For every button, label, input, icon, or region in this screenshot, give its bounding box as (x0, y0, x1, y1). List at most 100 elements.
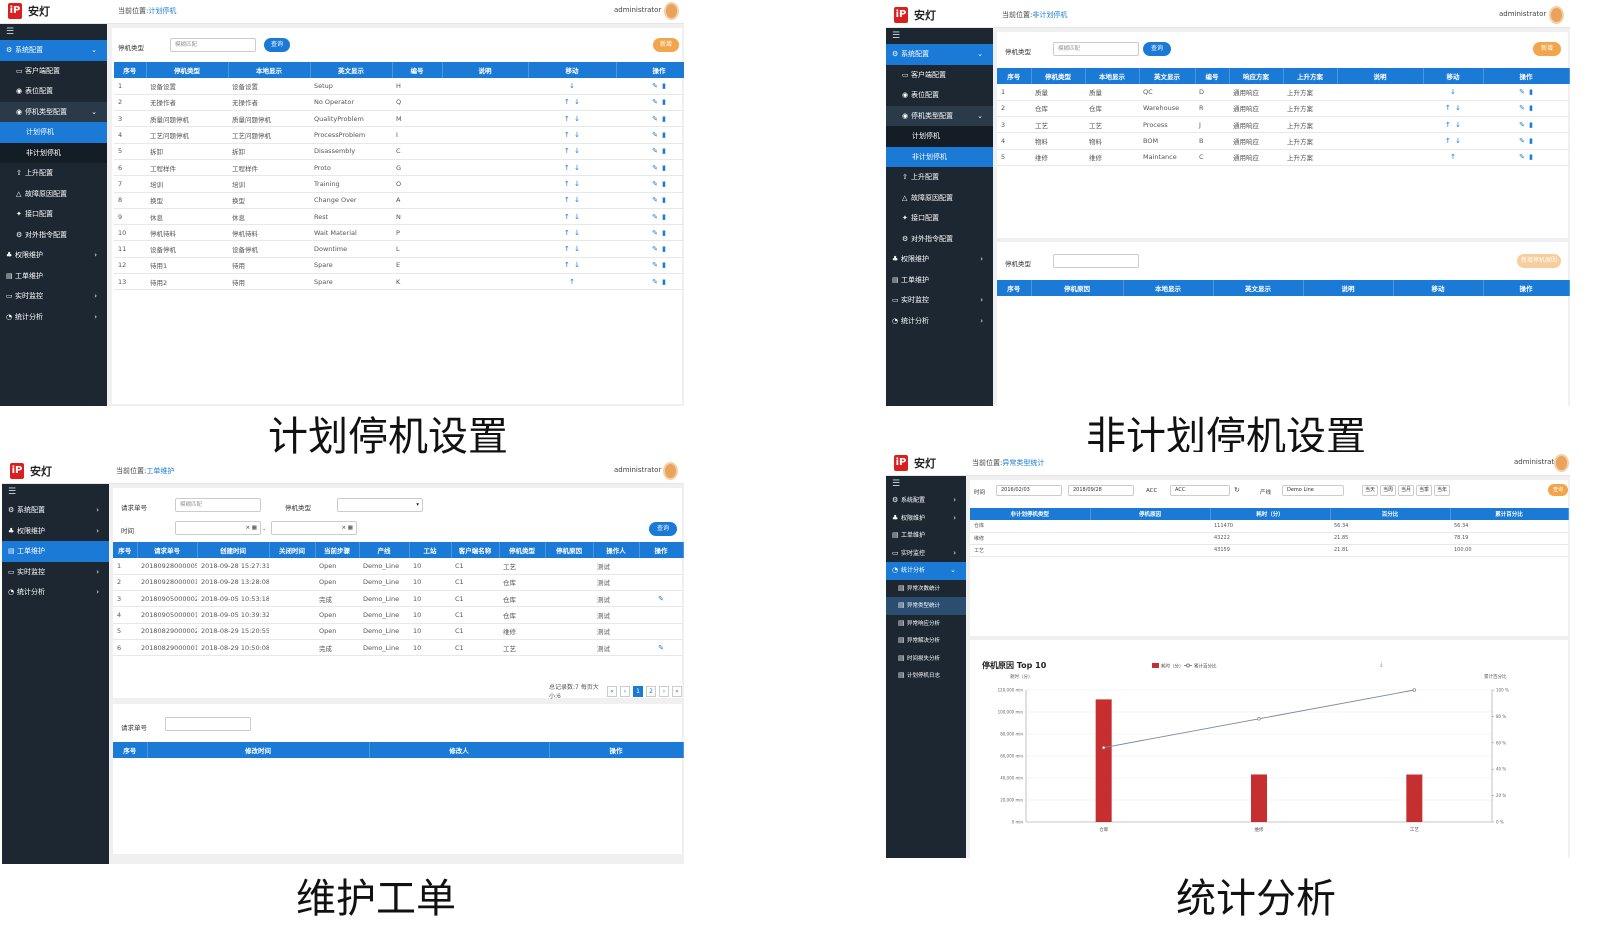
col-header[interactable]: 产线 (359, 542, 410, 558)
sidebar-item-resolve[interactable]: ▤ 异常解决分析 (886, 632, 966, 650)
arrow-up-icon[interactable]: ↑ (564, 98, 570, 107)
arrow-down-icon[interactable]: ↓ (1455, 120, 1461, 129)
date-from-input[interactable]: 2016/02/03 (996, 485, 1062, 496)
col-header[interactable]: 客户端名称 (451, 542, 500, 558)
col-header[interactable]: 编号 (1195, 68, 1230, 84)
sidebar-item-permission[interactable]: ♣ 权限维护 › (2, 521, 109, 542)
sidebar-item-command[interactable]: ⚙ 对外指令配置 (0, 224, 107, 245)
table-row[interactable]: 6 20180829000001 2018-08-29 10:50:08 完成 Demo… (113, 639, 683, 657)
col-header[interactable]: 序号 (114, 62, 147, 78)
table-row[interactable]: 3 质量问题停机 质量问题停机 QualityProblem M ↑ ↓ ✎ ▮ (114, 110, 684, 128)
edit-icon[interactable]: ✎ (1519, 104, 1525, 113)
sidebar-item-station[interactable]: ◉ 表位配置 (886, 85, 993, 106)
delete-icon[interactable]: ▮ (662, 261, 666, 270)
col-header[interactable]: 序号 (113, 742, 148, 758)
edit-icon[interactable]: ✎ (652, 245, 658, 254)
arrow-down-icon[interactable]: ↓ (574, 179, 580, 188)
table-row[interactable]: 5 维修 维修 Maintance C 通用响应 上升方案 ↑ ✎ ▮ (997, 149, 1569, 166)
request-input[interactable]: 模糊匹配 (175, 498, 261, 512)
col-header[interactable]: 停机原因 (545, 542, 594, 558)
edit-icon[interactable]: ✎ (658, 594, 664, 603)
col-header[interactable]: 非计划停机类型 (970, 508, 1091, 520)
edit-icon[interactable]: ✎ (652, 261, 658, 270)
sidebar-item-interface[interactable]: ✦ 接口配置 (0, 204, 107, 225)
arrow-up-icon[interactable]: ↑ (1445, 120, 1451, 129)
sidebar-item-stats[interactable]: ◔ 统计分析 › (2, 582, 109, 603)
download-icon[interactable]: ⤓ (1380, 661, 1383, 668)
delete-icon[interactable]: ▮ (662, 81, 666, 90)
col-header[interactable]: 本地显示 (228, 62, 311, 78)
sidebar-item-system[interactable]: ⚙ 系统配置 › (2, 500, 109, 521)
arrow-down-icon[interactable]: ↓ (574, 228, 580, 237)
arrow-up-icon[interactable]: ↑ (564, 261, 570, 270)
bar-维修[interactable] (1251, 774, 1267, 822)
col-header[interactable]: 序号 (997, 280, 1032, 296)
arrow-up-icon[interactable]: ↑ (564, 163, 570, 172)
edit-icon[interactable]: ✎ (652, 81, 658, 90)
bar-仓库[interactable] (1095, 699, 1112, 822)
col-header[interactable]: 英文显示 (310, 62, 393, 78)
arrow-down-icon[interactable]: ↓ (574, 245, 580, 254)
col-header[interactable]: 创建时间 (197, 542, 270, 558)
acc-select[interactable]: ACC (1170, 485, 1230, 496)
col-header[interactable]: 英文显示 (1139, 68, 1196, 84)
arrow-down-icon[interactable]: ↓ (1450, 87, 1456, 96)
quick-week[interactable]: 当周 (1380, 485, 1396, 496)
arrow-down-icon[interactable]: ↓ (569, 81, 575, 90)
date-to-input[interactable]: × ▦ (271, 521, 357, 535)
legend-line-label[interactable]: 累计百分比 (1194, 663, 1217, 670)
sidebar-item-permission[interactable]: ♣ 权限维护 › (886, 249, 993, 270)
delete-icon[interactable]: ▮ (662, 277, 666, 286)
col-header[interactable]: 停机原因 (1031, 280, 1124, 296)
filter2-input[interactable] (1053, 254, 1139, 268)
sidebar-item-escalation[interactable]: ⇧ 上升配置 (886, 167, 993, 188)
user-name[interactable]: administrator (1514, 458, 1562, 466)
col-header[interactable]: 关闭时间 (269, 542, 316, 558)
table-row[interactable]: 1 质量 质量 QC D 通用响应 上升方案 ↓ ✎ ▮ (997, 84, 1569, 101)
table-row[interactable]: 12 待用1 待用 Spare E ↑ ↓ ✎ ▮ (114, 257, 684, 275)
sidebar-item-stats[interactable]: ◔ 统计分析 › (0, 307, 107, 328)
sidebar-item-station[interactable]: ◉ 表位配置 (0, 81, 107, 102)
sidebar-item-workorder[interactable]: ▤ 工单维护 (886, 527, 966, 545)
col-header[interactable]: 请求单号 (137, 542, 198, 558)
edit-icon[interactable]: ✎ (652, 98, 658, 107)
sidebar-item-count-stats[interactable]: ▤ 异常次数统计 (886, 579, 966, 597)
delete-icon[interactable]: ▮ (662, 212, 666, 221)
add-button[interactable]: 新增 (1533, 42, 1561, 56)
col-header[interactable]: 操作人 (593, 542, 640, 558)
edit-icon[interactable]: ✎ (652, 228, 658, 237)
avatar[interactable] (1554, 454, 1569, 472)
user-name[interactable]: administrator (614, 6, 662, 14)
arrow-up-icon[interactable]: ↑ (1445, 104, 1451, 113)
arrow-up-icon[interactable]: ↑ (564, 245, 570, 254)
sidebar-item-monitor[interactable]: ▭ 实时监控 › (2, 562, 109, 583)
table-row[interactable]: 10 停机待料 停机待料 Wait Material P ↑ ↓ ✎ ▮ (114, 224, 684, 242)
search-button[interactable]: 查询 (264, 38, 290, 52)
edit-icon[interactable]: ✎ (652, 212, 658, 221)
table-row[interactable]: 6 工程样件 工程样件 Proto G ↑ ↓ ✎ ▮ (114, 159, 684, 177)
col-header[interactable]: 本地显示 (1123, 280, 1214, 296)
filter-input[interactable]: 模糊匹配 (170, 38, 256, 52)
arrow-up-icon[interactable]: ↑ (564, 114, 570, 123)
table-row[interactable]: 4 工艺问题停机 工艺问题停机 ProcessProblem I ↑ ↓ ✎ ▮ (114, 126, 684, 144)
col-header[interactable]: 操作 (1483, 68, 1570, 84)
edit-icon[interactable]: ✎ (1519, 153, 1525, 162)
edit-icon[interactable]: ✎ (652, 114, 658, 123)
edit-icon[interactable]: ✎ (652, 147, 658, 156)
sidebar-item-escalation[interactable]: ⇧ 上升配置 (0, 163, 107, 184)
col-header[interactable]: 累计百分比 (1450, 508, 1569, 520)
filter-input[interactable]: 模糊匹配 (1053, 42, 1139, 56)
col-header[interactable]: 响应方案 (1229, 68, 1284, 84)
col-header[interactable]: 操作 (1483, 280, 1570, 296)
sidebar-item-client[interactable]: ▭ 客户端配置 (0, 60, 107, 81)
table-row[interactable]: 7 培训 培训 Training O ↑ ↓ ✎ ▮ (114, 175, 684, 193)
col-header[interactable]: 移动 (528, 62, 617, 78)
arrow-down-icon[interactable]: ↓ (574, 163, 580, 172)
sidebar-item-planned[interactable]: 计划停机 (886, 126, 993, 147)
col-header[interactable]: 序号 (113, 542, 138, 558)
quick-day[interactable]: 当天 (1362, 485, 1378, 496)
delete-icon[interactable]: ▮ (662, 131, 666, 140)
quick-quarter[interactable]: 当季 (1416, 485, 1432, 496)
sidebar-item-system[interactable]: ⚙ 系统配置 ⌄ (886, 44, 993, 65)
user-name[interactable]: administrator (614, 466, 662, 474)
